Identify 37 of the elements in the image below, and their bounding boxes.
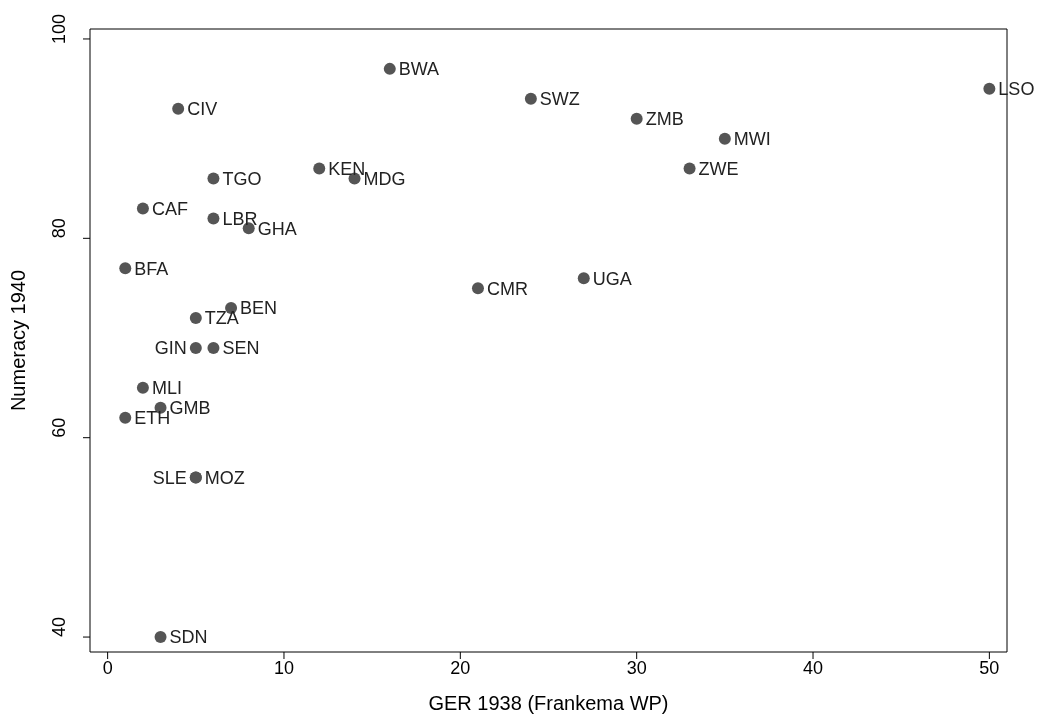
y-tick-label: 60 (49, 417, 69, 438)
annotation: CIV (187, 99, 218, 120)
x-tick-label: 10 (273, 657, 294, 678)
annotation: MOZ (204, 467, 245, 488)
x-tick-label: 50 (979, 657, 1000, 678)
annotation: UGA (592, 268, 632, 289)
annotation: TGO (222, 168, 262, 189)
annotation: SWZ (539, 89, 580, 110)
annotation: CMR (486, 278, 528, 299)
annotation: TZA (204, 308, 239, 329)
y-tick-label: 100 (49, 13, 69, 44)
x-tick-label: 0 (102, 657, 113, 678)
annotation: MLI (151, 378, 182, 399)
x-axis-title: GER 1938 (Frankema WP) (428, 692, 669, 714)
annotation: SDN (169, 627, 208, 648)
annotation: MWI (733, 129, 771, 150)
y-tick-label: 40 (49, 617, 69, 638)
annotation: ETH (134, 408, 171, 429)
annotation: BFA (134, 258, 169, 279)
annotation: GIN (154, 338, 187, 359)
annotation: BWA (398, 59, 440, 80)
annotation: CAF (151, 198, 188, 219)
annotation: ZWE (698, 158, 739, 179)
annotation: GMB (169, 398, 211, 419)
annotation: KEN (328, 158, 366, 179)
y-tick-label: 80 (49, 218, 69, 239)
annotation: GHA (257, 218, 297, 239)
annotation: ZMB (645, 109, 684, 130)
annotation: SLE (152, 467, 187, 488)
annotation: MDG (363, 168, 406, 189)
x-tick-label: 20 (450, 657, 471, 678)
y-axis-title: Numeracy 1940 (7, 269, 30, 412)
x-tick-label: 30 (626, 657, 647, 678)
annotation: BEN (240, 298, 278, 319)
annotation: SEN (222, 338, 260, 359)
annotation: LBR (222, 208, 258, 229)
x-tick-label: 40 (803, 657, 824, 678)
